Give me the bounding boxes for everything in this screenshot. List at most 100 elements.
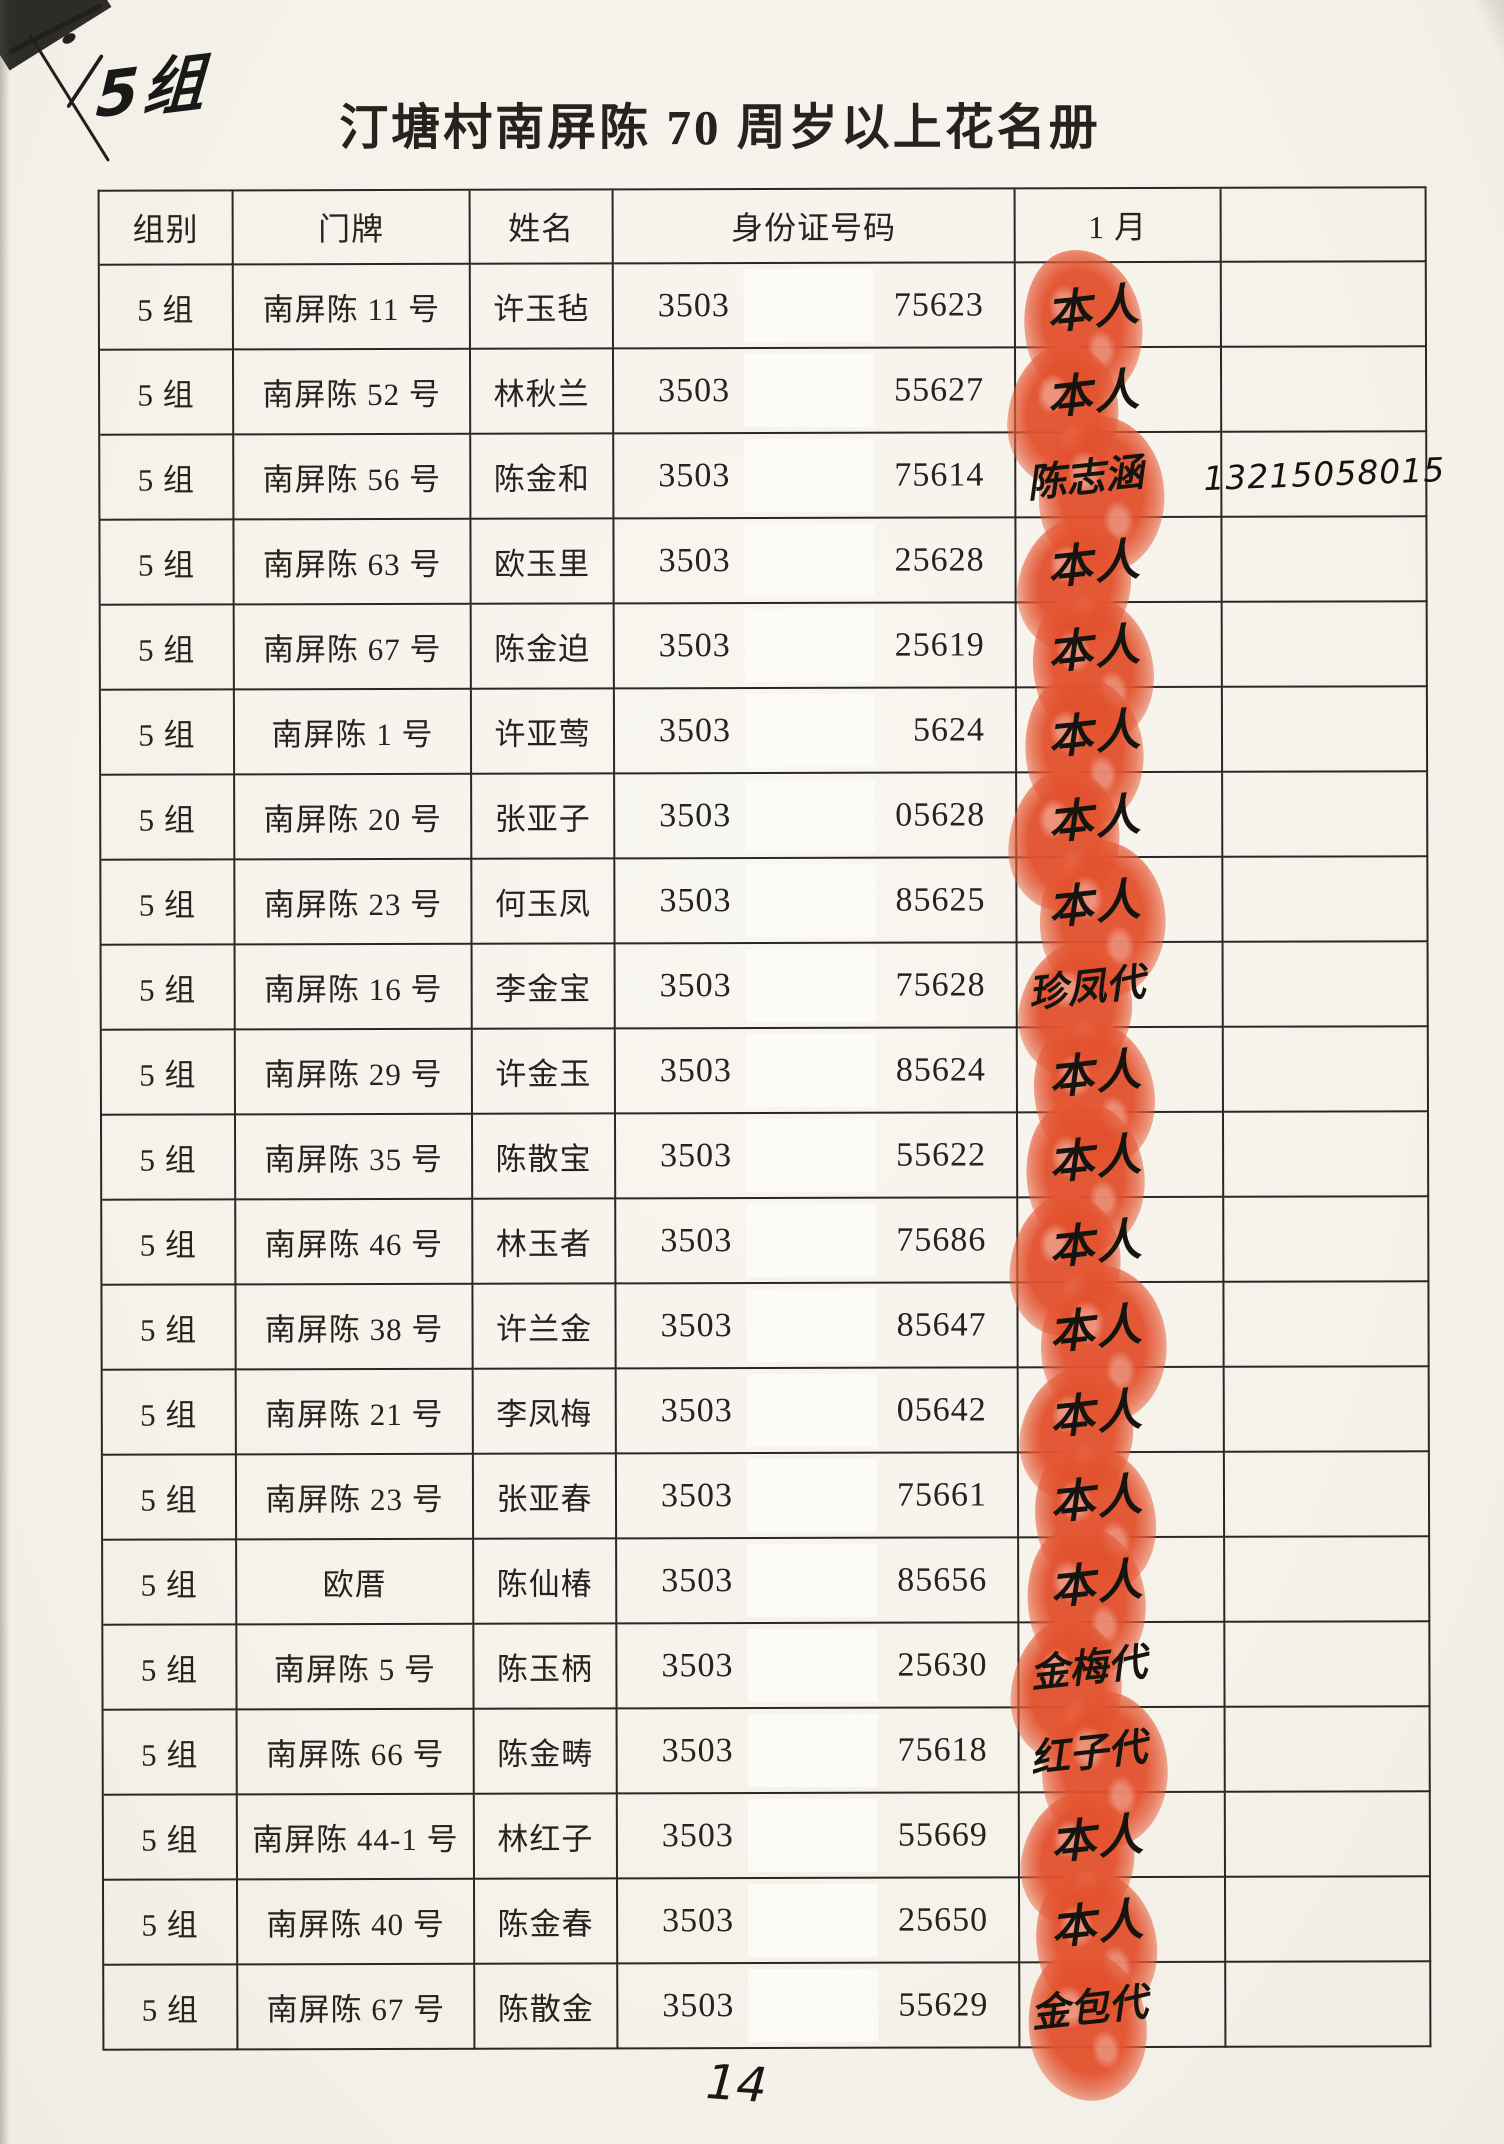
signature-cell: 本人 xyxy=(1000,338,1223,493)
door-cell: 南屏陈 67 号 xyxy=(238,1964,476,2051)
id-cell: 3503 75623 xyxy=(613,263,1016,350)
door-cell: 南屏陈 29 号 xyxy=(235,1029,473,1116)
group-cell: 5 组 xyxy=(102,1200,237,1286)
table-row: 5 组 南屏陈 67 号 陈散金 3503 55629 金包代 xyxy=(104,1939,1432,2111)
group-cell: 5 组 xyxy=(100,435,235,521)
group-cell: 5 组 xyxy=(102,1285,237,1371)
table-row: 5 组 南屏陈 56 号 陈金和 3503 75614 陈志涵 13215058… xyxy=(100,410,1445,578)
id-redaction xyxy=(746,1458,878,1533)
name-cell: 何玉凤 xyxy=(472,859,616,945)
id-prefix: 3503 xyxy=(659,1051,732,1089)
id-prefix: 3503 xyxy=(661,1646,734,1684)
note-cell xyxy=(1223,1112,1430,1198)
note-cell xyxy=(1225,1537,1431,1623)
note-cell xyxy=(1224,1452,1431,1538)
name-cell: 陈散宝 xyxy=(472,1114,617,1200)
id-prefix: 3503 xyxy=(661,1816,734,1854)
table-row: 5 组 南屏陈 1 号 许亚莺 3503 5624 本人 xyxy=(100,664,1429,836)
group-cell: 5 组 xyxy=(99,265,234,351)
id-prefix: 3503 xyxy=(659,796,732,834)
id-suffix: 75661 xyxy=(896,1475,988,1514)
id-cell: 3503 25650 xyxy=(617,1878,1021,1965)
signature-cell: 本人 xyxy=(1002,1188,1225,1343)
signature-cell: 本人 xyxy=(1013,1089,1225,1261)
id-cell: 3503 55629 xyxy=(618,1963,1021,2050)
header-name: 姓名 xyxy=(470,190,614,265)
table-header-row: 组别 门牌 姓名 身份证号码 1 月 xyxy=(99,188,1427,266)
id-prefix: 3503 xyxy=(658,456,731,494)
id-cell: 3503 85625 xyxy=(615,858,1018,945)
note-cell xyxy=(1223,1027,1429,1113)
group-cell: 5 组 xyxy=(101,860,236,946)
signature-cell: 红子代 xyxy=(1019,1685,1226,1853)
id-suffix: 85647 xyxy=(896,1305,987,1344)
id-prefix: 3503 xyxy=(660,1221,733,1259)
signature-text: 本人 xyxy=(1046,1382,1146,1445)
table-row: 5 组 南屏陈 46 号 林玉者 3503 75686 本人 xyxy=(102,1188,1430,1343)
door-cell: 南屏陈 23 号 xyxy=(236,1454,475,1541)
note-cell xyxy=(1222,687,1429,773)
group-cell: 5 组 xyxy=(103,1880,239,1966)
group-cell: 5 组 xyxy=(101,1115,237,1201)
group-cell: 5 组 xyxy=(102,1455,238,1541)
name-cell: 陈散金 xyxy=(475,1964,619,2050)
table-body: 5 组 南屏陈 11 号 许玉毡 3503 75623 本人 5 组 南屏陈 5… xyxy=(99,239,1445,2111)
id-cell: 3503 85647 xyxy=(616,1283,1019,1370)
name-cell: 李金宝 xyxy=(472,944,616,1030)
group-cell: 5 组 xyxy=(102,1370,237,1456)
id-redaction xyxy=(747,1713,878,1788)
id-suffix: 25628 xyxy=(894,540,985,579)
door-cell: 南屏陈 67 号 xyxy=(234,604,472,691)
name-cell: 张亚子 xyxy=(472,774,616,860)
door-cell: 南屏陈 1 号 xyxy=(234,689,473,776)
id-redaction xyxy=(745,863,876,938)
door-cell: 南屏陈 46 号 xyxy=(236,1199,474,1286)
id-redaction xyxy=(747,1798,878,1873)
id-suffix: 75614 xyxy=(894,455,985,494)
header-note xyxy=(1221,188,1427,263)
door-cell: 南屏陈 23 号 xyxy=(235,859,473,946)
group-cell: 5 组 xyxy=(100,690,236,776)
id-prefix: 3503 xyxy=(660,1306,733,1344)
id-suffix: 55627 xyxy=(894,370,985,409)
note-cell xyxy=(1221,262,1427,348)
signature-text: 本人 xyxy=(1047,1892,1148,1955)
header-group: 组别 xyxy=(99,191,234,266)
name-cell: 欧玉里 xyxy=(471,519,615,605)
id-redaction xyxy=(746,1288,877,1363)
signature-cell: 本人 xyxy=(1011,239,1222,411)
table-row: 5 组 南屏陈 52 号 林秋兰 3503 55627 本人 xyxy=(99,338,1428,493)
signature-cell: 金梅代 xyxy=(1003,1613,1226,1768)
name-cell: 陈金畴 xyxy=(474,1709,618,1795)
scan-edge-shading xyxy=(0,0,10,2144)
table-row: 5 组 南屏陈 23 号 张亚春 3503 75661 本人 xyxy=(102,1430,1431,1607)
table-row: 5 组 南屏陈 40 号 陈金春 3503 25650 本人 xyxy=(103,1855,1432,2032)
name-cell: 陈金春 xyxy=(474,1879,619,1965)
group-cell: 5 组 xyxy=(101,945,236,1031)
group-cell: 5 组 xyxy=(103,1795,238,1881)
door-cell: 南屏陈 11 号 xyxy=(233,264,471,351)
header-id: 身份证号码 xyxy=(613,189,1016,265)
page-number: 14 xyxy=(704,2053,769,2115)
signature-text: 本人 xyxy=(1044,617,1144,680)
id-prefix: 3503 xyxy=(661,1561,734,1599)
id-redaction xyxy=(744,608,875,683)
id-cell: 3503 25619 xyxy=(614,603,1017,690)
signature-text: 本人 xyxy=(1044,702,1144,765)
header-door: 门牌 xyxy=(233,190,471,266)
table-row: 5 组 南屏陈 44-1 号 林红子 3503 55669 本人 xyxy=(103,1783,1431,1938)
table-row: 5 组 南屏陈 11 号 许玉毡 3503 75623 本人 xyxy=(99,239,1427,411)
id-cell: 3503 85656 xyxy=(617,1538,1020,1625)
id-cell: 3503 25628 xyxy=(614,518,1017,605)
signature-cell: 本人 xyxy=(1008,1358,1225,1513)
header-month: 1 月 xyxy=(1015,188,1222,264)
group-cell: 5 组 xyxy=(100,605,235,691)
phone-note: 13215058015 xyxy=(1202,450,1446,499)
id-prefix: 3503 xyxy=(662,1901,735,1939)
id-redaction xyxy=(747,1628,878,1703)
table-row: 5 组 南屏陈 20 号 张亚子 3503 05628 本人 xyxy=(101,763,1429,918)
id-cell: 3503 55627 xyxy=(613,348,1017,435)
door-cell: 欧厝 xyxy=(237,1539,475,1626)
id-cell: 3503 05642 xyxy=(616,1368,1019,1455)
signature-text: 本人 xyxy=(1045,1042,1145,1105)
